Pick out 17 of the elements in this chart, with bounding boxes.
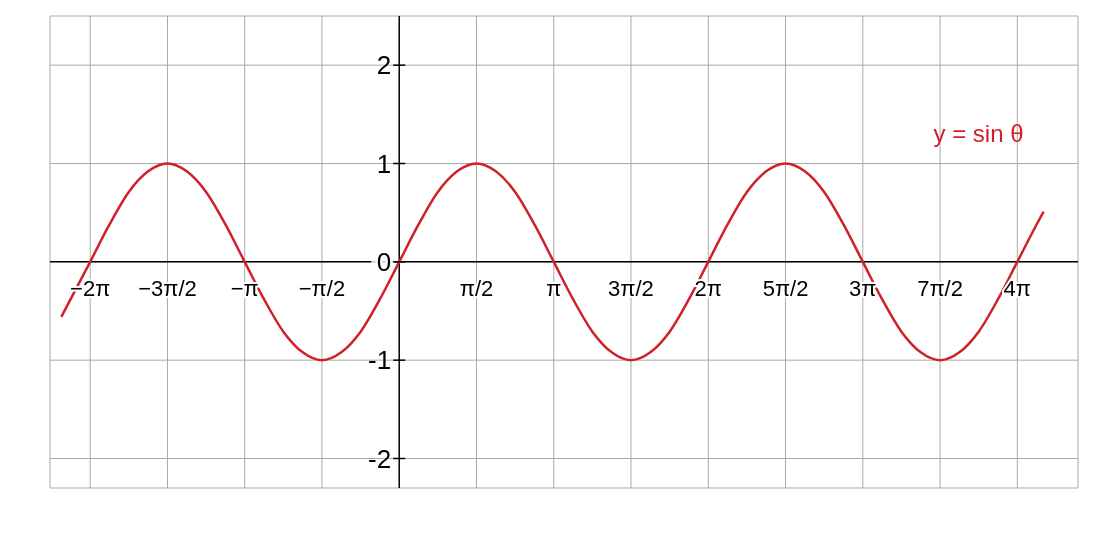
y-tick-label: -2 bbox=[368, 443, 392, 474]
x-tick-label: −3π/2 bbox=[138, 275, 197, 301]
y-tick-label: -1 bbox=[368, 345, 392, 376]
x-tick-label: −π bbox=[230, 275, 259, 301]
x-tick-label: π/2 bbox=[459, 275, 494, 301]
y-tick-label: 2 bbox=[376, 50, 392, 81]
x-tick-label: 4π bbox=[1003, 275, 1032, 301]
x-tick-label: 7π/2 bbox=[917, 275, 963, 301]
x-tick-label: 2π bbox=[694, 275, 722, 301]
y-tick-label: 0 bbox=[376, 246, 392, 277]
y-tick-label: 1 bbox=[376, 148, 392, 179]
x-tick-label: 3π bbox=[849, 275, 877, 301]
x-tick-label: 5π/2 bbox=[762, 275, 809, 301]
x-tick-label: 3π/2 bbox=[608, 275, 654, 301]
x-tick-label: π bbox=[546, 275, 562, 301]
text: y = sin θ bbox=[933, 119, 1024, 147]
x-tick-label: −π/2 bbox=[298, 275, 346, 301]
